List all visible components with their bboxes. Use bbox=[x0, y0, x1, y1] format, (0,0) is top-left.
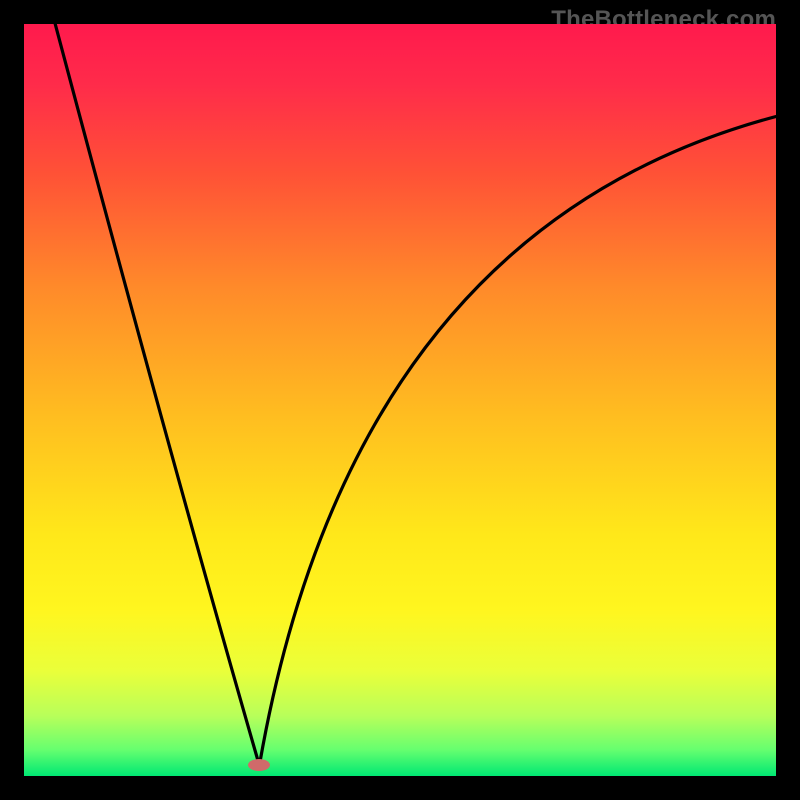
plot-area bbox=[24, 24, 776, 776]
bottleneck-curve-left bbox=[55, 24, 259, 765]
vertex-marker bbox=[248, 759, 270, 771]
curve-layer bbox=[24, 24, 776, 776]
bottleneck-curve-right bbox=[259, 116, 776, 765]
